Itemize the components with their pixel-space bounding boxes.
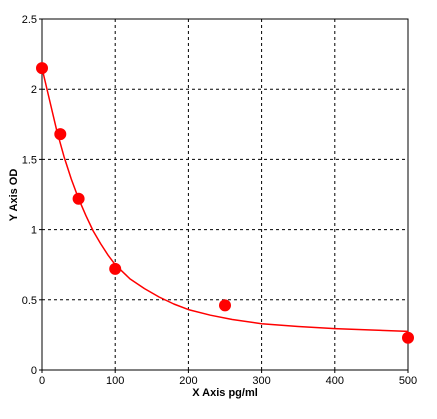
data-point (36, 62, 48, 75)
fit-curve-line (41, 67, 409, 333)
x-tick-label: 300 (252, 375, 270, 387)
point-layer (36, 62, 414, 344)
data-point (219, 299, 231, 312)
tick-layer: 0 100 200 300 400 500 0 0.5 1 1.5 2 2.5 (22, 14, 417, 387)
y-tick-label: 1 (31, 225, 37, 237)
y-tick-label: 0.5 (22, 295, 37, 307)
x-axis-title: X Axis pg/ml (192, 387, 258, 399)
curve-layer (41, 67, 409, 333)
y-tick-label: 1.5 (22, 154, 37, 166)
plot-frame (41, 18, 409, 371)
data-point (54, 128, 67, 141)
x-tick-label: 500 (399, 375, 417, 387)
data-point (109, 262, 122, 275)
x-tick-label: 200 (179, 375, 197, 387)
y-axis-title: Y Axis OD (8, 169, 20, 222)
data-point (72, 192, 85, 205)
y-tick-label: 2.5 (22, 14, 37, 26)
y-tick-label: 2 (31, 84, 37, 96)
x-tick-label: 0 (39, 375, 45, 387)
data-point (402, 331, 414, 344)
x-tick-label: 400 (326, 375, 344, 387)
x-tick-label: 100 (106, 375, 124, 387)
y-tick-label: 0 (31, 365, 37, 377)
